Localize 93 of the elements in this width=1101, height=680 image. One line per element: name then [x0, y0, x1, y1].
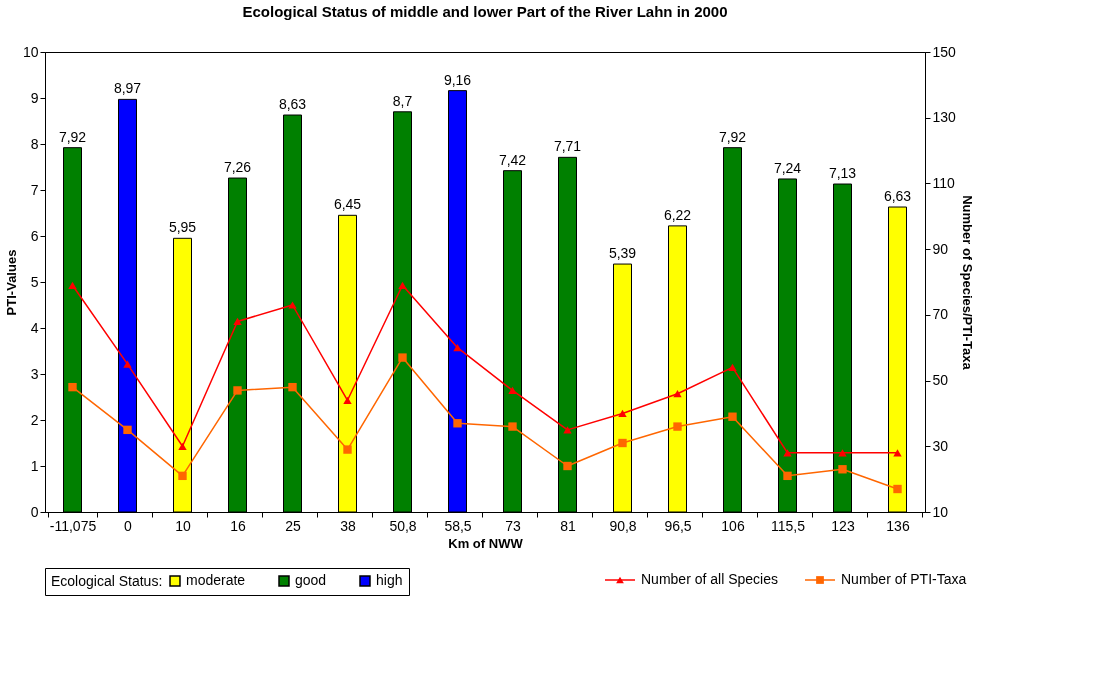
- y-tick-label: 3: [30, 365, 39, 382]
- point: [783, 449, 792, 457]
- point: [893, 484, 902, 494]
- y2-tick-label: 110: [932, 174, 956, 191]
- y-tick-label: 1: [30, 457, 39, 474]
- x-tick-label: 106: [721, 517, 745, 534]
- point: [728, 363, 737, 372]
- x-tick-label: 0: [124, 517, 133, 534]
- x-tick-label: 73: [505, 517, 521, 534]
- point: [398, 281, 407, 289]
- point: [233, 386, 242, 395]
- y-tick-label: 5: [30, 273, 39, 290]
- x-tick-label: 10: [175, 517, 191, 534]
- y2-tick-label: 30: [932, 437, 949, 454]
- data-label: 8,7: [392, 92, 413, 109]
- data-label: 7,13: [828, 165, 857, 182]
- x-tick-label: 115,5: [771, 517, 806, 534]
- legend-label: high: [376, 572, 403, 588]
- chart-title: Ecological Status of middle and lower Part of the River Lahn in 2000: [242, 3, 728, 20]
- x-tick-label: -11,075: [49, 517, 97, 534]
- point: [618, 409, 627, 418]
- y2-tick-label: 10: [932, 503, 949, 520]
- y-tick-label: 8: [30, 135, 39, 152]
- x-axis-title: Km of NWW: [448, 535, 524, 551]
- legend-label: good: [295, 572, 327, 588]
- point: [453, 419, 462, 428]
- point: [618, 438, 627, 448]
- y2-tick-label: 130: [932, 109, 957, 126]
- point: [838, 449, 847, 457]
- x-tick-label: 81: [560, 517, 576, 534]
- data-label: 5,95: [168, 219, 197, 236]
- point: [453, 344, 462, 352]
- point: [288, 382, 297, 392]
- data-label: 7,71: [553, 138, 582, 155]
- x-tick-label: 50,8: [389, 517, 417, 534]
- data-label: 6,22: [663, 206, 692, 223]
- y2-tick-label: 150: [932, 43, 957, 60]
- y2-tick-label: 70: [932, 306, 949, 323]
- y-tick-label: 2: [30, 411, 39, 428]
- point: [288, 301, 297, 309]
- data-label: 7,92: [58, 128, 87, 145]
- x-tick-label: 136: [886, 517, 910, 534]
- data-label: 8,97: [113, 80, 142, 97]
- y2-tick-label: 90: [932, 240, 949, 257]
- legend-title: Ecological Status:: [51, 573, 163, 589]
- x-tick-label: 96,5: [664, 517, 692, 534]
- legend-label: moderate: [186, 572, 246, 588]
- point: [728, 412, 737, 421]
- x-tick-label: 16: [230, 517, 246, 534]
- point: [123, 425, 132, 435]
- y2-tick-label: 50: [932, 372, 949, 389]
- x-tick-label: 123: [831, 517, 855, 534]
- y-tick-label: 7: [30, 181, 39, 198]
- point: [178, 442, 187, 450]
- data-label: 7,24: [773, 159, 802, 176]
- data-label: 6,45: [333, 196, 362, 213]
- x-tick-label: 25: [285, 517, 301, 534]
- y-tick-label: 9: [30, 89, 39, 106]
- y-tick-label: 0: [30, 503, 39, 520]
- point: [123, 360, 132, 368]
- point: [398, 353, 407, 362]
- y-tick-label: 6: [30, 227, 39, 244]
- x-tick-label: 58,5: [444, 517, 472, 534]
- point: [178, 471, 187, 481]
- data-label: 7,92: [718, 128, 747, 145]
- point: [233, 317, 242, 326]
- y-tick-label: 10: [22, 43, 39, 60]
- point: [508, 386, 517, 395]
- x-tick-label: 38: [340, 517, 356, 534]
- data-label: 9,16: [443, 71, 472, 88]
- data-label: 5,39: [608, 245, 637, 262]
- point: [673, 422, 682, 431]
- point: [508, 422, 517, 431]
- data-label: 7,42: [498, 151, 527, 168]
- point: [343, 396, 352, 404]
- point: [673, 390, 682, 398]
- point: [838, 465, 847, 474]
- point: [68, 281, 77, 289]
- legend-label: Number of PTI-Taxa: [841, 571, 967, 587]
- y-tick-label: 4: [30, 319, 39, 336]
- point: [783, 471, 792, 481]
- data-label: 8,63: [278, 96, 307, 113]
- point: [68, 382, 77, 392]
- y-axis-title: PTI-Values: [3, 249, 19, 316]
- point: [343, 445, 352, 454]
- point: [563, 461, 572, 471]
- data-label: 6,63: [883, 188, 912, 205]
- y2-axis-title: Number of Species/PTI-Taxa: [959, 195, 975, 371]
- data-label: 7,26: [223, 159, 252, 176]
- point: [893, 449, 902, 457]
- legend-label: Number of all Species: [641, 571, 778, 587]
- point: [563, 426, 572, 434]
- x-tick-label: 90,8: [609, 517, 637, 534]
